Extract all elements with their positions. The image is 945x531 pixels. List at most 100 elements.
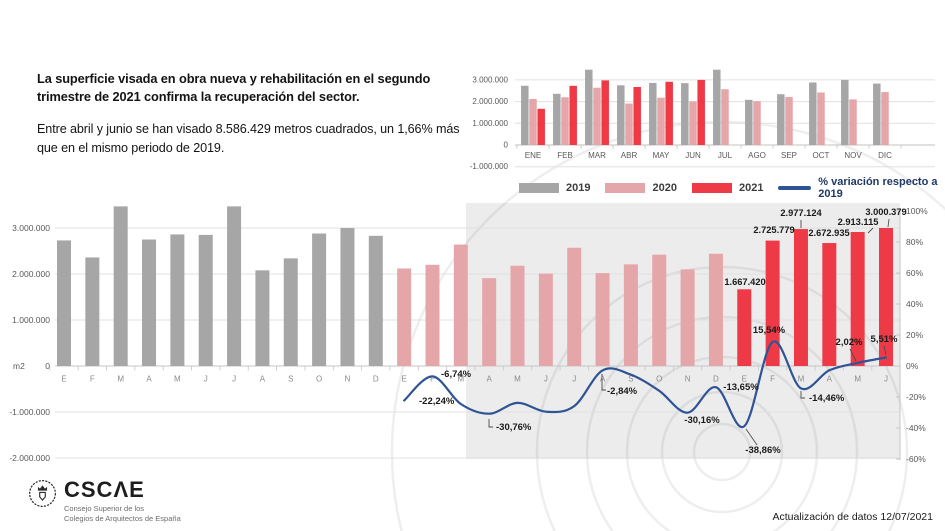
pct-variation-label: -30,16% <box>684 415 720 426</box>
bar-2019-A <box>142 239 157 366</box>
month-label: OCT <box>813 151 830 160</box>
bar-2020-DIC <box>881 92 889 145</box>
month-label: N <box>685 375 691 384</box>
month-label: E <box>61 375 66 384</box>
pct-variation-label: -2,84% <box>607 386 638 397</box>
month-label: O <box>316 375 322 384</box>
bar-2021-ABR <box>633 86 641 145</box>
bar-2020-E <box>397 268 412 366</box>
cscae-subtitle-line1: Consejo Superior de los <box>64 504 145 513</box>
cscae-logo-text: CSCΛE Consejo Superior de los Colegios d… <box>64 479 181 524</box>
bar-2019-M <box>113 206 128 366</box>
month-label: M <box>174 375 181 384</box>
pct-variation-label: -38,86% <box>745 445 781 456</box>
bar-2019-ENE <box>521 85 529 145</box>
month-label: A <box>600 375 606 384</box>
legend-label-2021: 2021 <box>738 182 764 194</box>
bar-2020-A <box>595 273 610 366</box>
y-axis-tick-label: -1.000.000 <box>470 162 509 171</box>
bar-2019-OCT <box>809 82 817 145</box>
bar-2019-MAR <box>585 69 593 145</box>
month-label: N <box>345 375 351 384</box>
y-axis-tick-label: 2.000.000 <box>472 97 508 106</box>
bar-2019-FEB <box>553 93 561 145</box>
month-label: D <box>373 375 379 384</box>
month-label: J <box>544 375 548 384</box>
pct-variation-label: -14,46% <box>809 393 845 404</box>
month-label: MAR <box>588 151 606 160</box>
y-axis-tick-label: 2.000.000 <box>12 269 50 279</box>
legend-label-2020: 2020 <box>652 182 677 194</box>
bar-2019-ABR <box>617 85 625 145</box>
bar-2020-M <box>510 265 525 366</box>
month-label: A <box>260 375 266 384</box>
timeline-chart-svg: 3.000.000 2.000.000 1.000.000 0 -1.000.000 -2… <box>9 203 928 464</box>
bar-2019-J <box>198 234 213 366</box>
bar-2020-ABR <box>625 103 633 145</box>
month-label: JUL <box>718 151 733 160</box>
right-axis-tick-label: 0% <box>906 361 919 371</box>
month-label: M <box>457 375 464 384</box>
pct-variation-label: 5,51% <box>871 334 898 345</box>
callout-line <box>745 428 758 446</box>
bar-2020-FEB <box>561 97 569 145</box>
bar-2021-J <box>879 227 894 366</box>
month-label: F <box>430 375 435 384</box>
month-label: J <box>572 375 576 384</box>
bar-2021-E <box>737 289 752 366</box>
bar-2020-ENE <box>529 98 537 145</box>
bar-2020-NOV <box>849 99 857 145</box>
y-axis-tick-label: 1.000.000 <box>12 315 50 325</box>
bar-2019-DIC <box>873 83 881 145</box>
month-label: NOV <box>844 151 862 160</box>
month-label: AGO <box>748 151 766 160</box>
bar-2020-J <box>538 273 553 366</box>
bar-2021-ENE <box>537 108 545 145</box>
bar-value-label-2021: 3.000.379 <box>865 207 906 217</box>
month-label: M <box>117 375 124 384</box>
bar-2019-M <box>170 234 185 366</box>
y-axis-tick-label: 0 <box>504 141 509 150</box>
pct-variation-label: -22,24% <box>419 396 455 407</box>
bar-2020-N <box>680 269 695 366</box>
month-label: S <box>628 375 633 384</box>
right-axis-tick-label: -40% <box>906 423 926 433</box>
page-subtitle: Entre abril y junio se han visado 8.586.… <box>37 122 460 155</box>
value-callout-line <box>867 227 874 234</box>
pct-variation-label: -13,65% <box>723 382 759 393</box>
bar-value-label-2021: 2.977.124 <box>780 208 822 218</box>
bar-2020-F <box>425 264 440 366</box>
right-axis-tick-label: 80% <box>906 237 923 247</box>
month-label: A <box>487 375 493 384</box>
bar-2020-AGO <box>753 101 761 145</box>
variation-line <box>403 340 888 429</box>
y-axis-unit-label: m2 <box>13 361 25 371</box>
bar-2021-M <box>793 229 808 366</box>
month-label: J <box>232 375 236 384</box>
callout-line <box>800 391 805 399</box>
bar-2020-OCT <box>817 92 825 145</box>
right-axis-tick-label: -60% <box>906 454 926 464</box>
monthly-comparison-chart: 3.000.000 2.000.000 1.000.000 0 -1.000.000 EN… <box>455 55 945 176</box>
month-label: ABR <box>621 151 638 160</box>
bar-2019-F <box>85 257 100 366</box>
y-axis-tick-label: 1.000.000 <box>472 119 508 128</box>
bar-2019-O <box>312 233 327 366</box>
bar-2020-O <box>652 254 667 366</box>
page-title: La superficie visada en obra nueva y reh… <box>37 71 431 105</box>
bar-2019-E <box>57 240 71 366</box>
bar-2019-MAY <box>649 82 657 145</box>
month-label: J <box>204 375 208 384</box>
month-label: E <box>742 375 747 384</box>
bar-2019-A <box>255 270 270 366</box>
bar-2019-AGO <box>745 99 753 145</box>
chart-legend: 2019 2020 2021 % variación respecto a 20… <box>519 176 945 200</box>
bar-2019-S <box>283 258 298 366</box>
bar-2020-JUL <box>721 89 729 145</box>
month-label: A <box>146 375 152 384</box>
cscae-logo: CSCΛE Consejo Superior de los Colegios d… <box>28 479 181 524</box>
bar-2019-J <box>227 206 242 366</box>
pct-variation-label: -30,76% <box>496 422 532 433</box>
legend-item-2021: 2021 <box>691 182 764 194</box>
legend-label-variation-line: % variación respecto a 2019 <box>818 176 938 200</box>
